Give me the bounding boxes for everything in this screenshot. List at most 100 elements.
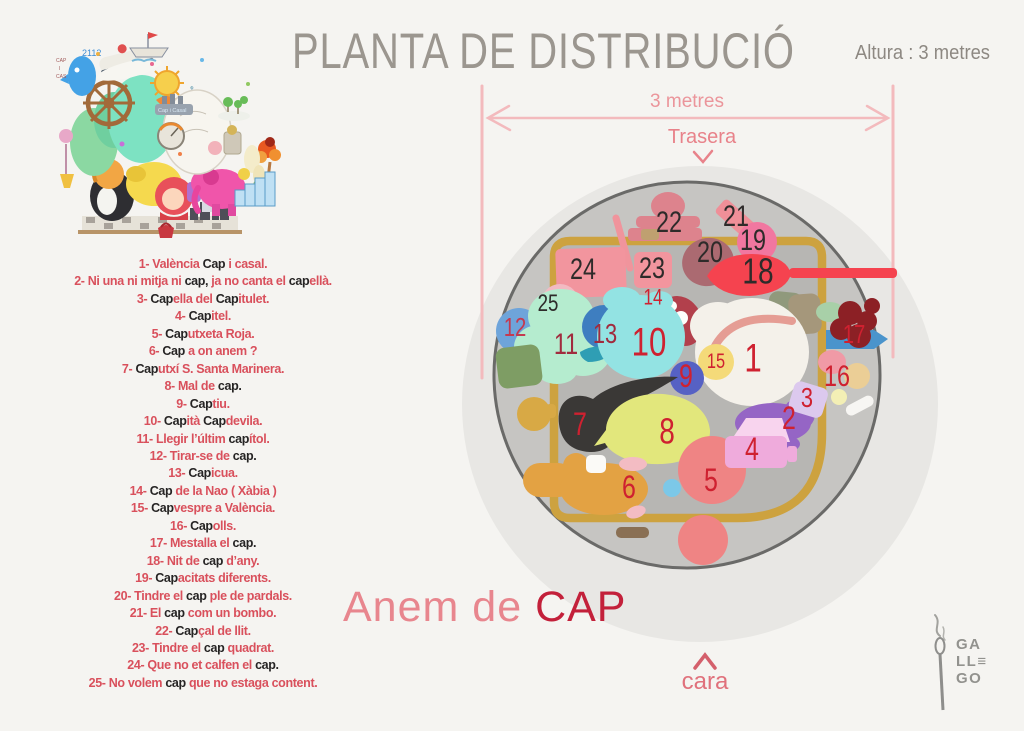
dimension-lines (480, 84, 895, 380)
plan-marker-23: 23 (639, 251, 665, 284)
list-item-13: 13- Capicua. (168, 466, 238, 481)
plan-marker-14: 14 (643, 286, 662, 311)
list-item-17: 17- Mestalla el cap. (149, 536, 257, 551)
plan-marker-24: 24 (570, 252, 596, 285)
artwork-compass-icon (157, 122, 185, 150)
artwork-blue-head (60, 56, 96, 96)
white-square-shape (586, 455, 606, 473)
list-item-14: 14- Cap de la Nao ( Xàbia ) (129, 483, 277, 498)
cap-list: 1- València Cap i casal. 2- Ni una ni mit… (28, 256, 378, 692)
list-item-4: 4- Capitel. (175, 309, 231, 324)
list-item-5: 5- Caputxeta Roja. (151, 326, 255, 341)
list-item-16: 16- Capolls. (170, 518, 236, 533)
list-item-3: 3- Capella del Capitulet. (136, 291, 270, 306)
plan-marker-13: 13 (593, 318, 617, 349)
artwork-small-ship (129, 32, 169, 63)
artwork-red-basket (158, 222, 174, 238)
zone-24-shape (555, 246, 627, 299)
cara-chevron-icon (693, 652, 717, 670)
list-item-8: 8- Mal de cap. (164, 379, 242, 394)
logo-line-2: LL≡ (956, 653, 988, 670)
plan-zone-shapes (495, 192, 897, 565)
artwork-ship-wheel-icon (83, 77, 135, 129)
zone-15-shape (698, 344, 734, 380)
pink-pill-shape-b (626, 505, 646, 519)
list-item-18: 18- Nit de cap d’any. (146, 553, 260, 568)
arrow-right-icon (864, 104, 891, 132)
plan-marker-6: 6 (622, 470, 636, 506)
plan-marker-9: 9 (679, 359, 693, 395)
zone-8-shape (594, 393, 711, 465)
front-side-label: cara (681, 668, 729, 695)
list-item-2: 2- Ni una ni mitja ni cap, ja no canta e… (74, 274, 332, 289)
plan-marker-19: 19 (740, 223, 766, 256)
list-item-23: 23- Tindre el cap quadrat. (131, 640, 275, 655)
artwork-pink-elephant (191, 169, 246, 216)
artwork-confetti (96, 52, 250, 156)
plan-marker-21: 21 (723, 199, 749, 232)
zone-19-shape (737, 222, 777, 262)
blue-dot-shape (663, 479, 681, 497)
zone-18-shape (707, 254, 897, 296)
artwork-year-label: 2112 (82, 48, 101, 58)
plan-marker-18: 18 (742, 251, 773, 291)
page-title: PLANTA DE DISTRIBUCIÓ (292, 23, 795, 79)
zone-22-shape (628, 192, 702, 241)
plan-marker-20: 20 (697, 235, 723, 268)
list-item-15: 15- Capvespre a València. (130, 501, 276, 516)
svg-text:CAS: CAS (56, 74, 67, 80)
artwork-pink-lamp (59, 129, 74, 188)
width-dimension-label: 3 metres (650, 91, 724, 112)
list-item-7: 7- Caputxí S. Santa Marinera. (121, 361, 285, 376)
plan-marker-4: 4 (745, 432, 759, 468)
list-item-12: 12- Tirar-se de cap. (149, 448, 257, 463)
mustard-circle-shape (517, 397, 556, 431)
list-item-1: 1- València Cap i casal. (138, 257, 268, 271)
zone-23-shape (634, 252, 672, 288)
zone-6-shape (523, 453, 648, 515)
zone-9-shape (670, 361, 704, 395)
artwork-crest (223, 125, 242, 155)
zone-17-shape (826, 298, 888, 349)
artwork-red-hood-girl (155, 177, 193, 220)
green-square-shape (495, 344, 543, 389)
plan-marker-11: 11 (554, 327, 578, 360)
svg-text:CAP: CAP (56, 58, 67, 64)
logo-line-3: GO (956, 670, 983, 687)
plan-marker-10: 10 (632, 320, 667, 365)
list-item-19: 19- Capacitats diferents. (135, 571, 271, 586)
frame-top-detail (641, 229, 659, 240)
height-label: Altura : 3 metres (855, 42, 990, 64)
plan-marker-15: 15 (707, 349, 725, 372)
artwork-steamship (155, 94, 193, 115)
artwork-tiny-caption: CAP I CAS (56, 58, 67, 80)
list-item-10: 10- Capità Capdevila. (143, 414, 263, 429)
plan-marker-8: 8 (659, 411, 675, 451)
list-item-20: 20- Tindre el cap ple de pardals. (114, 588, 292, 603)
salmon-bottom-circle (678, 515, 728, 565)
plan-marker-5: 5 (704, 463, 718, 499)
tagline-light-part: Anem de (343, 583, 536, 631)
match-icon (934, 614, 946, 711)
plan-marker-25: 25 (538, 290, 559, 317)
falla-artwork-illustration: 2112 CAP I CAS ⚓ (56, 32, 281, 238)
list-item-25: 25- No volem cap que no estaga content. (88, 675, 318, 690)
zone-1-shape (690, 298, 809, 406)
zone-24-stick (612, 214, 634, 272)
logo-line-1: GA (956, 636, 982, 653)
logo-text: GA LL≡ GO (956, 636, 988, 687)
svg-text:I: I (59, 66, 60, 72)
plan-marker-22: 22 (656, 205, 682, 238)
plan-marker-16: 16 (824, 359, 850, 392)
plan-marker-3: 3 (801, 382, 813, 413)
list-item-11: 11- Llegir l’últim capítol. (136, 431, 270, 446)
tagline: Anem de CAP (343, 583, 683, 632)
zone-3-shape (788, 381, 828, 418)
zone-10-shape (597, 287, 685, 379)
list-item-22: 22- Capçal de llit. (155, 623, 251, 638)
artwork-sun-icon (150, 66, 184, 106)
artwork-blue-stairs (234, 171, 276, 207)
